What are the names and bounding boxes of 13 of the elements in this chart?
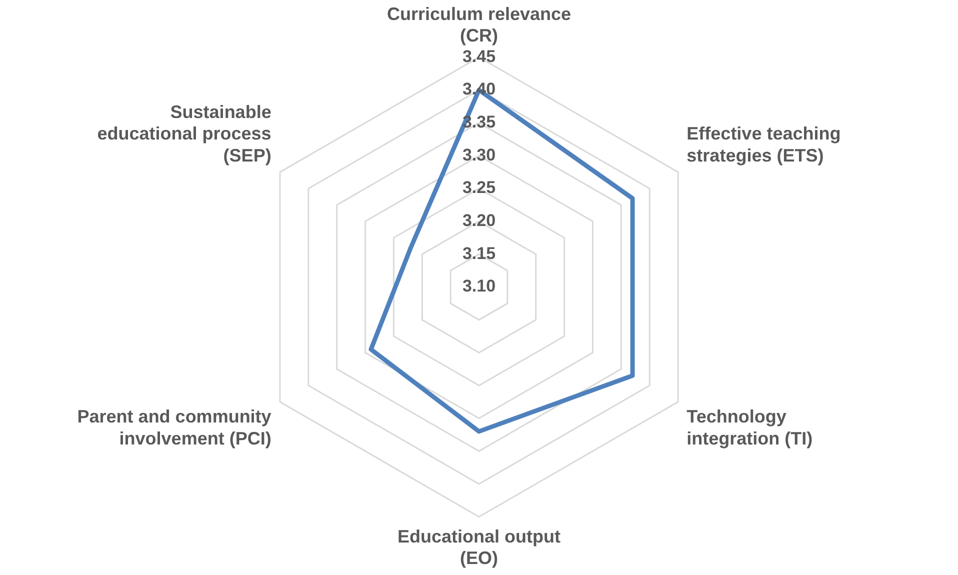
y-tick-label: 3.45 (462, 46, 496, 66)
spoke-label: Parent and community involvement (PCI) (77, 406, 272, 448)
y-tick-label: 3.15 (462, 244, 496, 263)
y-tick-label: 3.30 (462, 145, 496, 164)
spoke-label: Curriculum relevance (CR) (386, 4, 572, 46)
spoke-label: Effective teaching strategies (ETS) (686, 124, 841, 166)
y-tick-label: 3.20 (462, 211, 496, 230)
y-tick-label: 3.25 (462, 178, 496, 198)
spoke-label: Educational output (EO) (398, 526, 560, 568)
spoke-label: Technology integration (TI) (686, 406, 813, 448)
spoke-label: Sustainable educational process (SEP) (97, 102, 272, 166)
y-tick-label: 3.40 (462, 80, 496, 99)
y-tick-label: 3.10 (462, 276, 496, 296)
